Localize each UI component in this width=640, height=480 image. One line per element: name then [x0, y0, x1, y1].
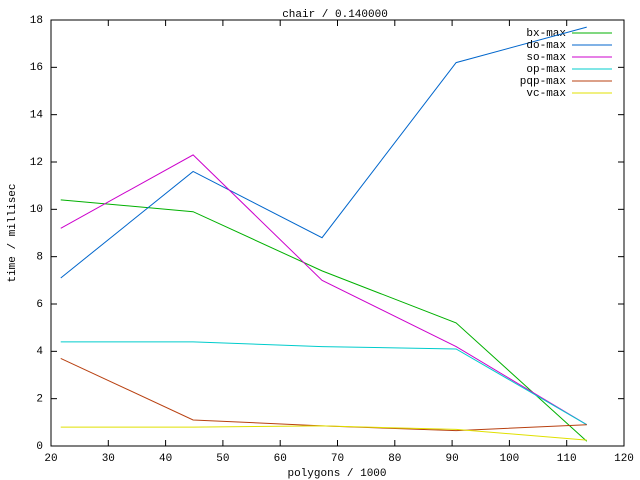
x-tick-label: 100 — [499, 453, 519, 465]
x-tick-label: 110 — [557, 453, 577, 465]
legend-label: do-max — [526, 40, 566, 52]
x-tick-label: 30 — [102, 453, 115, 465]
legend-label: bx-max — [526, 28, 566, 40]
y-tick-label: 18 — [30, 15, 43, 27]
series-line — [60, 425, 587, 441]
y-axis-label: time / millisec — [7, 183, 19, 282]
series-line — [60, 341, 588, 426]
legend-label: vc-max — [526, 88, 566, 100]
y-tick-label: 8 — [36, 252, 43, 264]
y-tick-label: 14 — [30, 110, 44, 122]
y-tick-label: 12 — [30, 157, 43, 169]
y-tick-label: 0 — [36, 441, 43, 453]
x-tick-label: 50 — [216, 453, 229, 465]
series-line — [60, 26, 587, 279]
chart-title: chair / 0.140000 — [282, 9, 388, 21]
x-tick-label: 40 — [159, 453, 172, 465]
y-tick-label: 6 — [36, 299, 43, 311]
x-tick-label: 120 — [614, 453, 634, 465]
legend-label: op-max — [526, 64, 566, 76]
y-tick-label: 4 — [36, 346, 43, 358]
series-line — [60, 199, 588, 442]
x-tick-label: 70 — [331, 453, 344, 465]
legend-label: pqp-max — [520, 76, 567, 88]
series-line — [60, 154, 588, 426]
legend-label: so-max — [526, 52, 566, 64]
y-tick-label: 10 — [30, 204, 43, 216]
y-tick-label: 2 — [36, 394, 43, 406]
y-tick-label: 16 — [30, 62, 43, 74]
x-tick-label: 60 — [274, 453, 287, 465]
x-axis-label: polygons / 1000 — [287, 468, 386, 480]
x-tick-label: 80 — [388, 453, 401, 465]
x-tick-label: 20 — [44, 453, 57, 465]
x-tick-label: 90 — [445, 453, 458, 465]
